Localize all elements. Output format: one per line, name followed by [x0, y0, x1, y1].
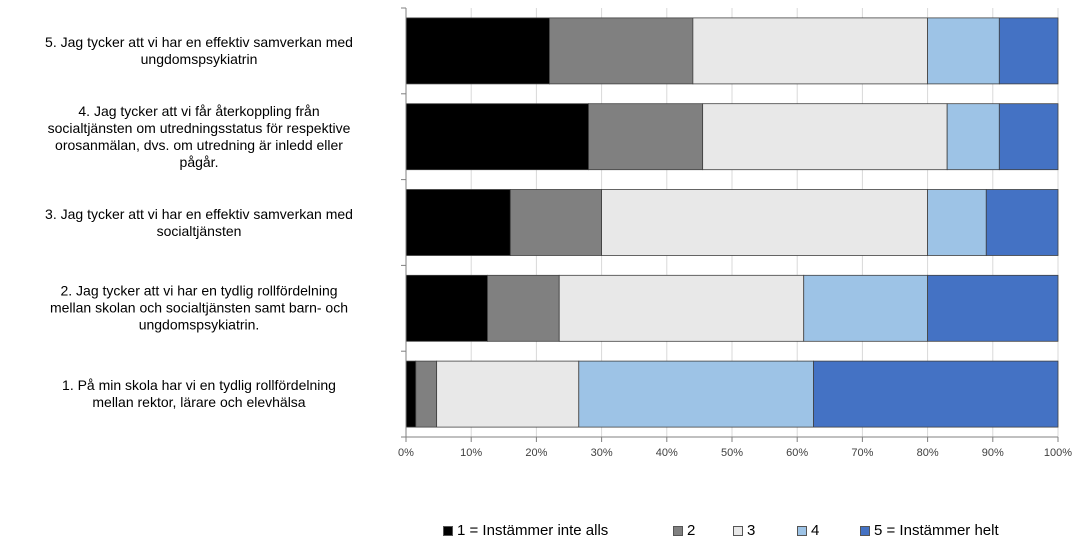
bar-segment [588, 103, 704, 171]
category-label-line: 4. Jag tycker att vi får återkoppling fr… [78, 102, 320, 119]
bar-segment [998, 103, 1059, 171]
legend-item: 5 = Instämmer helt [860, 522, 999, 540]
category-label-line: ungdomspsykiatrin [140, 50, 258, 67]
x-tick-label: 50% [721, 447, 743, 459]
legend-swatch [860, 526, 870, 536]
category-label: 4. Jag tycker att vi får återkoppling fr… [0, 103, 398, 171]
category-label: 1. På min skola har vi en tydlig rollför… [0, 377, 398, 411]
legend-swatch [797, 526, 807, 536]
category-label: 2. Jag tycker att vi har en tydlig rollf… [0, 283, 398, 334]
legend: 1 = Instämmer inte alls 2 3 4 5 = Instämmer … [0, 522, 1075, 542]
bar-segment [702, 103, 948, 171]
bar-segment [558, 274, 805, 342]
category-label-line: orosanmälan, dvs. om utredning är inledd… [55, 136, 343, 153]
bar-segment [578, 360, 814, 428]
bar-segment [549, 17, 694, 85]
x-tick-label: 90% [982, 447, 1004, 459]
bar-segment [405, 360, 417, 428]
category-label-line: mellan rektor, lärare och elevhälsa [92, 394, 306, 411]
bar-segment [927, 274, 1059, 342]
legend-label: 4 [811, 522, 820, 539]
category-label-line: pågår. [179, 153, 219, 170]
category-label-line: mellan skolan och socialtjänsten samt ba… [49, 299, 349, 316]
bar-segment [998, 17, 1059, 85]
category-label-line: 2. Jag tycker att vi har en tydlig rollf… [60, 282, 338, 299]
x-tick-label: 70% [851, 447, 873, 459]
category-label-line: 1. På min skola har vi en tydlig rollför… [62, 377, 336, 394]
bar-segment [487, 274, 560, 342]
legend-item: 3 [733, 522, 755, 540]
bar-segment [405, 274, 488, 342]
legend-item: 1 = Instämmer inte alls [443, 522, 608, 540]
category-label-line: socialtjänsten [156, 222, 242, 239]
category-label: 5. Jag tycker att vi har en effektiv sam… [0, 34, 398, 68]
x-tick-label: 100% [1044, 447, 1072, 459]
bar-segment [415, 360, 438, 428]
legend-label: 1 = Instämmer inte alls [457, 522, 609, 539]
bar-segment [803, 274, 928, 342]
bar-segment [405, 103, 589, 171]
category-label-line: 5. Jag tycker att vi har en effektiv sam… [45, 33, 353, 50]
bar-segment [436, 360, 580, 428]
bar-segment [405, 189, 511, 256]
bar-segment [601, 189, 928, 256]
x-tick-label: 40% [656, 447, 678, 459]
bar-segment [405, 17, 550, 85]
category-label-line: ungdomspsykiatrin. [138, 316, 260, 333]
bar-segment [927, 17, 1000, 85]
bar-segment [813, 360, 1059, 428]
x-tick-label: 0% [398, 447, 414, 459]
bar-segment [509, 189, 603, 256]
bar-segment [946, 103, 1000, 171]
category-label-line: 3. Jag tycker att vi har en effektiv sam… [45, 205, 353, 222]
legend-label: 2 [687, 522, 696, 539]
category-label: 3. Jag tycker att vi har en effektiv sam… [0, 206, 398, 240]
legend-label: 3 [747, 522, 756, 539]
legend-swatch [733, 526, 743, 536]
x-tick-label: 80% [917, 447, 939, 459]
bar-segment [692, 17, 929, 85]
x-tick-label: 30% [591, 447, 613, 459]
x-tick-label: 10% [460, 447, 482, 459]
bar-segment [985, 189, 1059, 256]
legend-item: 2 [673, 522, 695, 540]
legend-swatch [443, 526, 453, 536]
legend-label: 5 = Instämmer helt [874, 522, 999, 539]
legend-item: 4 [797, 522, 819, 540]
x-tick-label: 60% [786, 447, 808, 459]
x-tick-label: 20% [525, 447, 547, 459]
bar-segment [927, 189, 987, 256]
category-label-line: socialtjänsten om utredningsstatus för r… [47, 119, 351, 136]
legend-swatch [673, 526, 683, 536]
